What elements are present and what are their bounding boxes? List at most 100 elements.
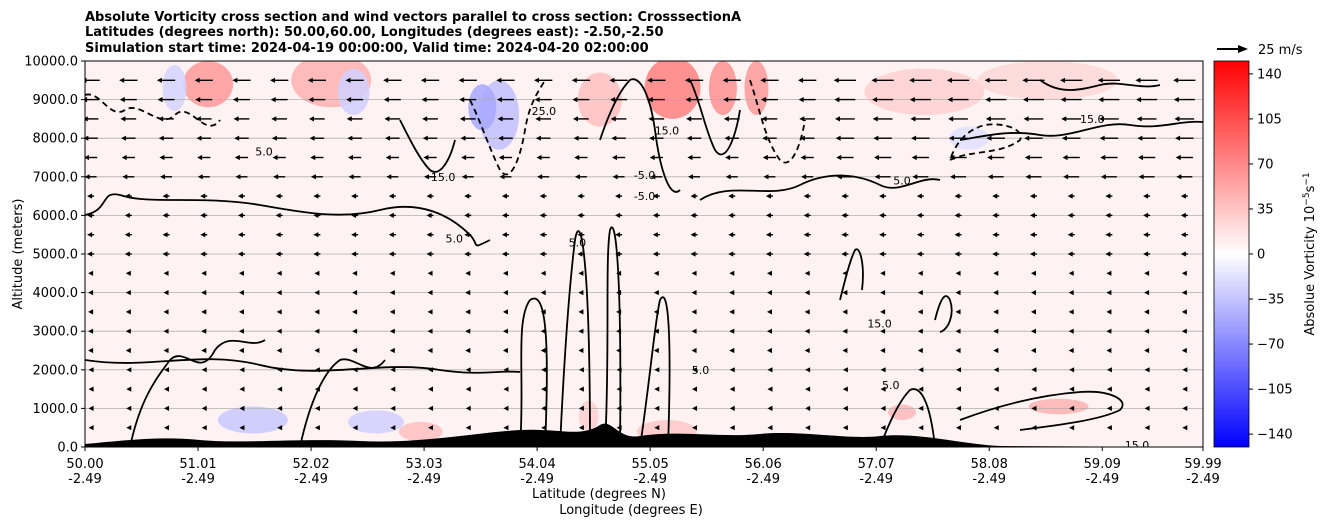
wind-arrow [691,290,697,296]
wind-arrow-head [233,116,239,122]
wind-arrow-head [1068,270,1074,276]
wind-arrow-head [841,232,847,238]
wind-arrow-head [237,212,243,218]
wind-arrow-head [578,309,584,315]
wind-arrow [346,116,363,122]
wind-arrow-head [947,97,953,103]
wind-arrow [196,135,211,141]
wind-arrow-head [984,77,990,83]
wind-arrow [1029,212,1037,218]
wind-arrow [271,135,287,141]
wind-arrow [465,425,471,431]
wind-arrow [351,251,359,257]
wind-arrow-head [502,290,508,296]
wind-arrow-head [1143,232,1149,238]
wind-arrow [238,328,244,334]
wind-arrow-head [427,290,433,296]
wind-arrow-head [654,405,660,411]
wind-arrow-head [578,270,584,276]
wind-arrow [1106,347,1112,354]
wind-arrow-head [309,116,315,122]
wind-arrow [1061,116,1082,122]
wind-arrow-head [766,309,772,315]
wind-arrow [1067,212,1075,218]
wind-arrow [235,174,248,180]
contour-line [85,358,521,374]
wind-arrow-head [573,116,579,122]
wind-arrow [578,425,584,431]
wind-arrow-head [1106,347,1112,354]
colorbar-tick-label: −140 [1257,428,1293,443]
wind-arrow [195,116,212,122]
wind-arrow [389,328,395,334]
contour-line [699,174,941,201]
wind-arrow-head [842,347,848,354]
wind-arrow [692,367,698,373]
wind-arrow [464,193,472,199]
wind-arrow [729,347,735,354]
y-axis: 0.0 1000.0 2000.0 3000.0 4000.0 5000.0 6000.0 7… [24,55,85,456]
wind-arrow-head [1062,154,1068,161]
wind-arrow [763,174,776,180]
wind-arrow [164,405,170,411]
wind-arrow [1175,135,1194,141]
y-tick-label: 6000.0 [33,209,79,224]
wind-arrow-head [1180,212,1186,218]
wind-arrow [652,232,660,238]
wind-arrow [540,270,546,276]
wind-arrow [540,309,546,315]
wind-arrow-head [1106,328,1112,334]
wind-arrow [386,174,399,180]
wind-arrow-head [910,116,916,122]
wind-arrow [909,77,932,83]
wind-arrow [501,212,509,218]
wind-arrow [1182,405,1188,411]
wind-arrow [428,386,434,392]
wind-arrow-head [1136,97,1142,103]
wind-arrow [841,212,849,218]
wind-arrow-head [578,347,584,354]
wind-arrow-head [616,386,622,392]
wind-arrow-head [277,386,283,392]
wind-arrow [801,174,814,180]
wind-arrow [956,425,962,431]
wind-arrow-head [388,212,394,218]
wind-arrow [954,232,962,238]
wind-arrow [729,328,735,334]
wind-arrow [502,309,508,315]
wind-arrow [610,116,627,122]
wind-arrow [1025,174,1042,180]
wind-arrow [841,251,849,257]
wind-arrow [1069,405,1075,411]
wind-arrow-head [690,193,696,199]
wind-arrow [270,97,288,103]
colorbar-tick-label: −70 [1257,338,1284,353]
wind-arrow-head [577,212,583,218]
wind-arrow-head [273,174,279,180]
wind-arrow [916,232,924,238]
wind-arrow [237,212,245,218]
wind-arrow [427,270,433,276]
wind-arrow-head [653,270,659,276]
wind-arrow [124,251,132,257]
vorticity-blob [864,68,985,116]
wind-arrow [237,193,245,199]
wind-arrow [383,97,401,103]
colorbar-tick-label: 140 [1257,67,1282,82]
wind-arrow-head [767,367,773,373]
wind-arrow-head [1144,386,1150,392]
x-tick-label-lon: -2.49 [68,472,102,487]
contour-labels: 5.0 15.0 5.0 5.0 -5.0 -5.0 15.0 25.0 15.0 5.0 5.0 1… [255,105,1149,447]
wind-arrow [501,232,509,238]
wind-arrow-head [1144,367,1150,373]
wind-arrow-head [201,270,207,276]
wind-arrow [275,212,283,218]
wind-arrow-head [833,77,839,83]
wind-arrow-head [1106,290,1112,296]
wind-arrow [880,290,886,296]
wind-arrow [612,174,625,180]
wind-arrow-head [162,251,168,257]
wind-arrow-head [688,174,694,180]
wind-arrow [277,405,283,411]
wind-arrow [1106,270,1112,276]
